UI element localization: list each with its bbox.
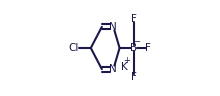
Text: +: + <box>123 56 130 65</box>
Text: N: N <box>110 22 117 32</box>
Text: Cl: Cl <box>68 43 79 53</box>
Text: K: K <box>121 62 128 72</box>
Text: −: − <box>133 37 140 46</box>
Text: F: F <box>145 43 151 53</box>
Text: B: B <box>130 43 138 53</box>
Text: N: N <box>110 64 117 74</box>
Text: F: F <box>131 72 137 82</box>
Text: F: F <box>131 14 137 24</box>
